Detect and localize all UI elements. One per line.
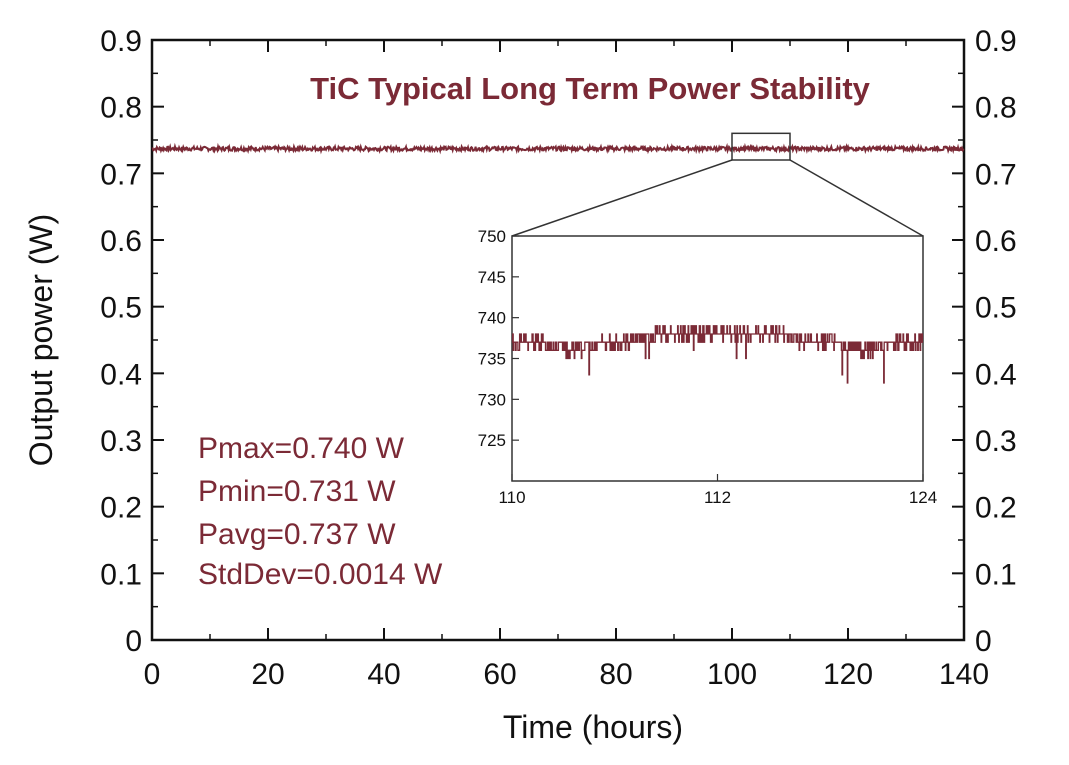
y-tick-label-left: 0.5 (100, 292, 142, 325)
x-tick-label: 100 (707, 658, 757, 691)
y-tick-label-left: 0.1 (100, 558, 142, 591)
inset-axis-ticks: 110 112 124 725 730 735 740 745 750 (478, 227, 938, 507)
y-tick-label-left: 0.2 (100, 492, 142, 525)
y-tick-label-left: 0.6 (100, 225, 142, 258)
zoom-connector-right (789, 159, 924, 237)
stat-stddev: StdDev=0.0014 W (198, 558, 443, 591)
stat-pavg: Pavg=0.737 W (198, 518, 396, 551)
y-tick-label-left: 0.8 (100, 92, 142, 125)
x-tick-label: 140 (939, 658, 989, 691)
stat-pmin: Pmin=0.731 W (198, 475, 396, 508)
chart-title: TiC Typical Long Term Power Stability (310, 71, 871, 106)
y-axis-title: Output power (W) (23, 214, 59, 467)
inset-y-tick-label: 740 (478, 309, 506, 328)
inset-y-tick-label: 725 (478, 431, 506, 450)
x-tick-label: 120 (823, 658, 873, 691)
inset-plot (511, 235, 924, 482)
y-tick-label-left: 0.4 (100, 358, 142, 391)
zoom-box (731, 132, 791, 161)
inset-series (511, 325, 924, 384)
x-tick-label: 20 (251, 658, 284, 691)
x-tick-label: 0 (144, 658, 161, 691)
y-tick-label-right: 0.5 (975, 292, 1017, 325)
inset-x-tick-label: 110 (498, 488, 525, 507)
y-tick-label-right: 0.8 (975, 92, 1017, 125)
inset-x-tick-label: 124 (909, 488, 937, 507)
y-tick-label-right: 0.6 (975, 225, 1017, 258)
y-tick-label-left: 0 (125, 625, 142, 658)
main-series (151, 142, 965, 155)
inset-y-tick-label: 745 (478, 268, 506, 287)
y-tick-label-right: 0.7 (975, 158, 1017, 191)
power-series-line (151, 142, 965, 155)
zoom-indicator (511, 132, 924, 237)
y-tick-label-right: 0.3 (975, 425, 1017, 458)
y-tick-label-left: 0.3 (100, 425, 142, 458)
y-tick-label-left: 0.7 (100, 158, 142, 191)
y-tick-label-right: 0.1 (975, 558, 1017, 591)
inset-y-tick-label: 750 (478, 227, 506, 246)
inset-series-line (511, 325, 924, 384)
y-tick-label-right: 0.4 (975, 358, 1017, 391)
inset-y-tick-label: 730 (478, 390, 506, 409)
stat-pmax: Pmax=0.740 W (198, 432, 405, 465)
y-tick-label-right: 0.2 (975, 492, 1017, 525)
inset-y-tick-label: 735 (478, 350, 506, 369)
x-axis-title: Time (hours) (503, 709, 683, 745)
y-tick-label-left: 0.9 (100, 25, 142, 58)
x-tick-label: 60 (483, 658, 516, 691)
y-tick-label-right: 0.9 (975, 25, 1017, 58)
inset-plot-frame (511, 235, 924, 482)
y-tick-label-right: 0 (975, 625, 992, 658)
inset-x-tick-label: 112 (704, 488, 731, 507)
x-tick-label: 80 (599, 658, 632, 691)
x-tick-label: 40 (367, 658, 400, 691)
zoom-connector-left (511, 159, 733, 237)
